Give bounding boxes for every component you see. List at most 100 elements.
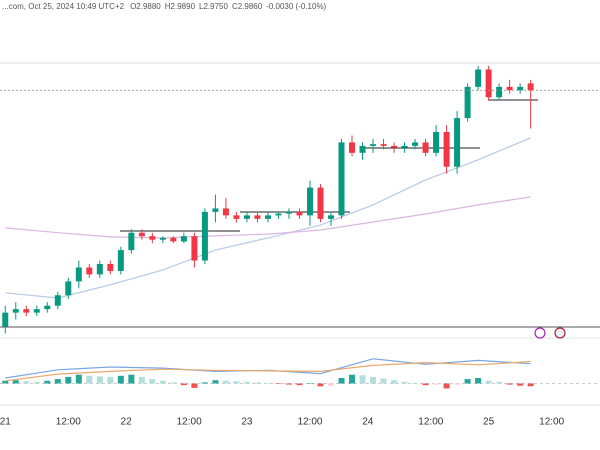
x-tick-label: 12:00: [539, 417, 564, 428]
histogram-bar: [422, 383, 429, 386]
candle-body: [86, 267, 93, 275]
histogram-bar: [285, 383, 292, 385]
histogram-bar: [506, 383, 513, 385]
histogram-bar: [433, 383, 440, 385]
candle-body: [201, 211, 208, 261]
x-tick-label: 22: [121, 417, 133, 428]
candle-body: [327, 215, 334, 219]
candle-body: [233, 215, 240, 219]
histogram-bar: [12, 380, 19, 384]
histogram-bar: [254, 382, 261, 384]
histogram-bar: [86, 375, 93, 384]
candle-body: [264, 215, 271, 219]
candle-body: [443, 132, 450, 167]
histogram-bar: [23, 381, 30, 384]
candle-body: [170, 237, 177, 242]
header-title: ...com, Oct 25, 2024 10:49 UTC+2: [2, 2, 125, 11]
x-tick-label: 21: [0, 417, 11, 428]
candle-body: [317, 187, 324, 219]
candle-body: [212, 208, 219, 212]
x-tick-label: 12:00: [297, 417, 322, 428]
ohlc-label: C2.9860: [232, 2, 263, 11]
histogram-bar: [128, 374, 135, 384]
histogram-bar: [517, 383, 524, 386]
candle-body: [12, 309, 19, 313]
histogram-bar: [327, 383, 334, 386]
candle-body: [433, 132, 440, 153]
candle-body: [464, 86, 471, 119]
candle-body: [517, 86, 524, 91]
x-tick-label: 12:00: [177, 417, 202, 428]
candle-body: [401, 145, 408, 148]
candle-body: [506, 86, 513, 91]
ohlc-label: O2.9880: [130, 2, 161, 11]
histogram-bar: [485, 380, 492, 384]
candle-body: [422, 142, 429, 153]
candle-body: [159, 237, 166, 240]
histogram-bar: [138, 376, 145, 384]
candle-body: [254, 215, 261, 219]
histogram-bar: [380, 378, 387, 384]
candle-body: [370, 144, 377, 146]
candle-body: [296, 211, 303, 216]
x-tick-label: 24: [362, 417, 374, 428]
candle-body: [138, 232, 145, 237]
histogram-bar: [201, 382, 208, 384]
x-tick-label: 23: [241, 417, 253, 428]
histogram-bar: [159, 380, 166, 384]
candle-body: [454, 118, 461, 167]
candle-body: [96, 264, 103, 275]
flag-icon[interactable]: [554, 327, 566, 339]
candle-body: [275, 213, 282, 216]
histogram-bar: [44, 380, 51, 384]
histogram-bar: [33, 381, 40, 384]
histogram-bar: [317, 383, 324, 387]
candle-body: [359, 145, 366, 153]
candle-body: [191, 236, 198, 261]
candle-body: [306, 187, 313, 216]
histogram-bar: [107, 376, 114, 384]
histogram-bar: [233, 381, 240, 384]
histogram-bar: [170, 382, 177, 384]
event-icon[interactable]: [534, 327, 546, 339]
candle-body: [23, 309, 30, 313]
candle-body: [65, 281, 72, 296]
candle-body: [527, 83, 534, 91]
candle-body: [107, 264, 114, 271]
histogram-bar: [464, 379, 471, 384]
histogram-bar: [243, 381, 250, 384]
x-tick-label: 25: [483, 417, 495, 428]
histogram-bar: [264, 382, 271, 384]
x-tick-label: 12:00: [418, 417, 443, 428]
histogram-bar: [296, 383, 303, 386]
ohlc-label: L2.9750: [199, 2, 228, 11]
histogram-bar: [454, 383, 461, 385]
candle-body: [44, 305, 51, 310]
histogram-bar: [96, 376, 103, 384]
histogram-bar: [191, 383, 198, 388]
candle-body: [380, 144, 387, 146]
histogram-bar: [149, 379, 156, 384]
candle-body: [475, 69, 482, 87]
candle-body: [128, 232, 135, 251]
histogram-bar: [527, 383, 534, 387]
histogram-bar: [412, 382, 419, 384]
histogram-bar: [117, 375, 124, 384]
candle-body: [117, 250, 124, 271]
histogram-bar: [401, 381, 408, 384]
histogram-bar: [370, 376, 377, 384]
candle-body: [222, 208, 229, 216]
histogram-bar: [2, 380, 9, 384]
candle-body: [243, 215, 250, 219]
candle-body: [496, 86, 503, 98]
histogram-bar: [75, 374, 82, 384]
candle-body: [2, 312, 9, 327]
macd-line: [5, 358, 531, 379]
histogram-bar: [391, 380, 398, 384]
x-tick-label: 12:00: [56, 417, 81, 428]
histogram-bar: [180, 383, 187, 386]
candle-body: [412, 142, 419, 146]
histogram-bar: [475, 378, 482, 384]
